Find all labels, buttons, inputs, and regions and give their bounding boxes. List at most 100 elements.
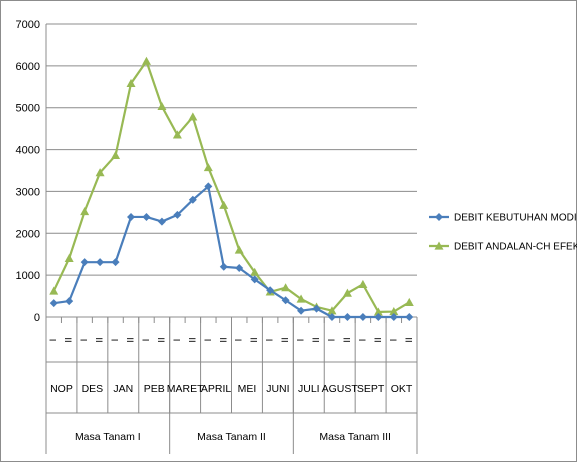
data-point [343,313,352,321]
data-point [80,258,89,267]
period-label: I [110,339,121,342]
y-tick-label: 2000 [16,228,40,240]
data-point [157,217,166,226]
data-point [250,275,259,284]
data-point [250,267,260,276]
y-axis-ticks: 0 1000 2000 3000 4000 5000 6000 7000 [16,19,40,324]
y-tick-label: 5000 [16,103,40,115]
period-label: II [218,337,229,342]
data-point [327,313,336,321]
data-point [96,258,105,267]
month-label: DES [82,383,104,395]
month-label: JUNI [266,383,289,395]
data-point [188,112,198,121]
month-label: MEI [238,383,257,395]
period-label: I [48,339,59,342]
data-point [141,56,151,65]
data-point [434,241,444,250]
data-point [373,307,383,316]
season-label: Masa Tanam II [197,431,266,443]
data-point [49,286,59,295]
period-label: II [404,337,415,342]
data-point [111,258,120,267]
period-label: I [203,339,214,342]
month-label: PEB [144,383,165,395]
data-point [389,307,399,316]
period-label: I [388,339,399,342]
period-label: I [172,339,183,342]
period-label: I [326,339,337,342]
month-label: JULI [298,383,320,395]
data-point [266,286,275,295]
data-point [358,279,368,288]
y-tick-label: 3000 [16,186,40,198]
data-point [219,200,229,209]
data-point [188,195,197,204]
period-label: II [95,337,106,342]
data-point [281,283,291,292]
data-point [142,212,151,221]
legend: DEBIT KEBUTUHAN MODIFIKASI DEBIT ANDALAN-… [429,213,577,253]
data-point [65,297,74,306]
period-label: II [156,337,167,342]
legend-item: DEBIT KEBUTUHAN MODIFIKASI [429,213,577,224]
season-label: Masa Tanam III [319,431,391,443]
legend-label: DEBIT ANDALAN-CH EFEKTIF [454,242,577,253]
month-label: APRIL [201,383,232,395]
month-label: AGUST [322,383,359,395]
period-label: I [141,339,152,342]
period-label: II [373,337,384,342]
y-tick-label: 6000 [16,61,40,73]
month-label: NOP [50,383,73,395]
data-point [95,168,105,177]
data-point [358,313,367,321]
data-point [203,163,213,172]
legend-item: DEBIT ANDALAN-CH EFEKTIF [429,241,577,253]
data-point [127,212,136,221]
month-label: MARET [167,383,204,395]
season-label: Masa Tanam I [75,431,141,443]
data-point [297,306,306,315]
period-label: I [234,339,245,342]
data-point [389,313,398,321]
data-point [405,313,414,321]
y-tick-label: 7000 [16,19,40,31]
data-point [126,78,136,88]
data-point [64,253,74,262]
data-point [173,210,182,219]
period-label: II [187,337,198,342]
period-label: II [126,337,137,342]
data-point [435,213,443,221]
data-point [374,313,383,321]
period-label: I [265,339,276,342]
data-point [80,207,90,216]
y-tick-label: 1000 [16,270,40,282]
period-label: II [249,337,260,342]
data-point [342,288,352,297]
series-kebutuhan [49,182,414,321]
period-label: I [296,339,307,342]
data-point [204,182,213,191]
series-lines [49,56,414,321]
data-point [281,296,290,305]
period-label: II [280,337,291,342]
month-label: JAN [113,383,133,395]
data-point [111,150,121,160]
period-label: I [79,339,90,342]
data-point [172,130,182,139]
month-label: OKT [391,383,413,395]
data-point [234,245,244,254]
legend-label: DEBIT KEBUTUHAN MODIFIKASI [454,213,577,224]
period-label: II [311,337,322,342]
y-tick-label: 0 [34,312,40,324]
data-point [157,101,167,111]
period-label: II [64,337,75,342]
series-andalan [49,56,414,316]
data-point [312,304,321,313]
data-point [327,306,337,315]
data-point [49,299,58,308]
month-label: SEPT [357,383,385,395]
data-point [219,262,228,271]
